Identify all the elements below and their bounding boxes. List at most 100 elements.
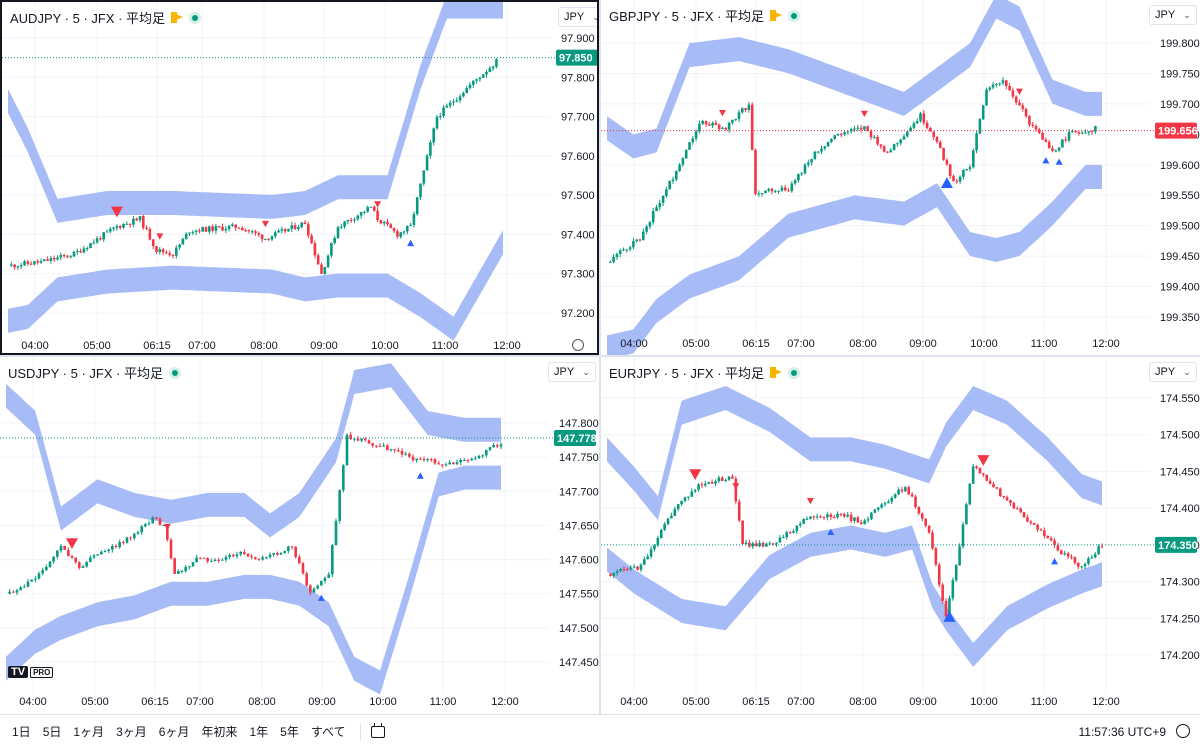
last-price-badge	[1155, 536, 1197, 553]
time-tick-label: 10:00	[369, 696, 397, 708]
candle	[217, 226, 221, 228]
candle	[369, 206, 373, 208]
candle	[1022, 512, 1026, 518]
candle	[194, 230, 198, 232]
tradingview-logo[interactable]: TV PRO	[8, 666, 54, 678]
candle	[191, 231, 195, 233]
chart-legend[interactable]: USDJPY · 5 · JFX · 平均足	[8, 363, 182, 382]
chart-pane-gbpjpy[interactable]: 199.800199.750199.700199.650199.600199.5…	[601, 0, 1200, 355]
symbol-label[interactable]: GBPJPY · 5 · JFX · 平均足	[609, 9, 765, 24]
candle	[459, 459, 462, 463]
chart-gbpjpy[interactable]: 199.800199.750199.700199.650199.600199.5…	[601, 0, 1200, 355]
time-tick-label: 08:00	[250, 340, 278, 352]
candle	[181, 238, 185, 245]
chart-pane-eurjpy[interactable]: 174.550 174.500 174.450 174.400 174.350 174.3…	[601, 357, 1200, 714]
candle	[211, 226, 214, 231]
symbol-label[interactable]: AUDJPY · 5 · JFX · 平均足	[10, 11, 166, 26]
candle	[409, 224, 412, 227]
range-6m[interactable]: 6ヶ月	[158, 725, 190, 739]
chart-settings-icon[interactable]	[1176, 724, 1190, 738]
price-tick-label: 97.900	[561, 33, 595, 45]
candle	[707, 482, 711, 484]
vertical-divider[interactable]	[599, 0, 601, 714]
horizontal-divider[interactable]	[0, 355, 1200, 357]
candle	[1014, 96, 1018, 103]
candle	[419, 183, 422, 198]
candle	[757, 193, 761, 195]
candle	[228, 554, 231, 557]
candle	[280, 229, 284, 231]
time-tick-label: 09:00	[909, 696, 937, 708]
sell-signal-marker	[977, 455, 990, 466]
range-1y[interactable]: 1年	[249, 725, 269, 739]
last-price-badge	[554, 430, 596, 447]
candle	[429, 142, 432, 156]
candle	[1026, 517, 1029, 522]
market-open-icon	[788, 366, 801, 379]
symbol-label[interactable]: EURJPY · 5 · JFX · 平均足	[609, 366, 765, 381]
candle	[731, 476, 734, 479]
candle	[96, 554, 99, 556]
candle	[648, 222, 652, 227]
sell-signal-marker	[374, 201, 382, 208]
candle	[135, 218, 138, 221]
candle	[359, 211, 363, 216]
candle	[951, 580, 955, 599]
date-range-icon[interactable]	[370, 722, 385, 738]
chevron-down-icon: ⌄	[1183, 10, 1191, 20]
candle	[968, 167, 972, 170]
chart-pane-audjpy[interactable]: 97.900 97.800 97.700 97.600 97.500 97.400 97.3…	[0, 0, 599, 355]
candle	[748, 542, 751, 547]
chart-audjpy[interactable]: 97.900 97.800 97.700 97.600 97.500 97.400 97.3…	[2, 2, 599, 355]
flag-icon[interactable]	[770, 367, 783, 378]
range-5d[interactable]: 5日	[42, 725, 62, 739]
candle	[694, 131, 698, 139]
chart-pane-usdjpy[interactable]: 147.800 147.750 147.700 147.650 147.600 147.5…	[0, 357, 599, 714]
candle	[103, 550, 107, 552]
candle	[23, 586, 26, 588]
chart-legend[interactable]: GBPJPY · 5 · JFX · 平均足	[609, 6, 801, 25]
candle	[714, 481, 717, 484]
currency-select[interactable]: JPY ⌄	[1149, 5, 1197, 25]
candle	[760, 193, 764, 195]
range-1d[interactable]: 1日	[12, 725, 31, 739]
time-tick-label: 11:00	[432, 340, 459, 352]
currency-select[interactable]: JPY ⌄	[558, 7, 597, 27]
candle	[231, 224, 234, 227]
candle	[1044, 139, 1048, 142]
range-ytd[interactable]: 年初来	[201, 725, 238, 739]
chart-usdjpy[interactable]: 147.800 147.750 147.700 147.650 147.600 147.5…	[0, 357, 599, 714]
candle	[287, 228, 290, 232]
range-5y[interactable]: 5年	[280, 725, 299, 739]
candle	[1046, 535, 1050, 539]
symbol-label[interactable]: USDJPY · 5 · JFX · 平均足	[8, 366, 164, 381]
candle	[452, 462, 455, 465]
candle	[246, 553, 250, 557]
currency-select[interactable]: JPY ⌄	[1149, 362, 1197, 382]
candle	[1077, 132, 1081, 134]
candle	[290, 546, 294, 548]
chart-eurjpy[interactable]: 174.550 174.500 174.450 174.400 174.350 174.3…	[601, 357, 1200, 714]
range-1m[interactable]: 1ヶ月	[73, 725, 105, 739]
candle	[1019, 508, 1022, 513]
sell-signal-marker	[66, 538, 78, 550]
flag-icon[interactable]	[770, 10, 783, 21]
market-open-icon	[189, 11, 202, 24]
clock[interactable]: 11:57:36 UTC+9	[1078, 724, 1167, 739]
range-3m[interactable]: 3ヶ月	[116, 725, 147, 739]
candle	[937, 564, 941, 585]
chart-legend[interactable]: AUDJPY · 5 · JFX · 平均足	[10, 8, 202, 27]
candle	[49, 258, 53, 261]
range-all[interactable]: すべて	[310, 725, 346, 739]
candle	[92, 555, 96, 558]
currency-select[interactable]: JPY ⌄	[548, 362, 596, 382]
settings-icon[interactable]	[572, 339, 584, 351]
chart-legend[interactable]: EURJPY · 5 · JFX · 平均足	[609, 363, 801, 382]
candle	[684, 149, 688, 159]
price-tick-label: 97.400	[561, 229, 595, 241]
time-tick-label: 07:00	[186, 696, 214, 708]
candle	[16, 266, 20, 268]
candle	[188, 232, 191, 234]
flag-icon[interactable]	[171, 12, 184, 23]
candle	[399, 232, 402, 237]
